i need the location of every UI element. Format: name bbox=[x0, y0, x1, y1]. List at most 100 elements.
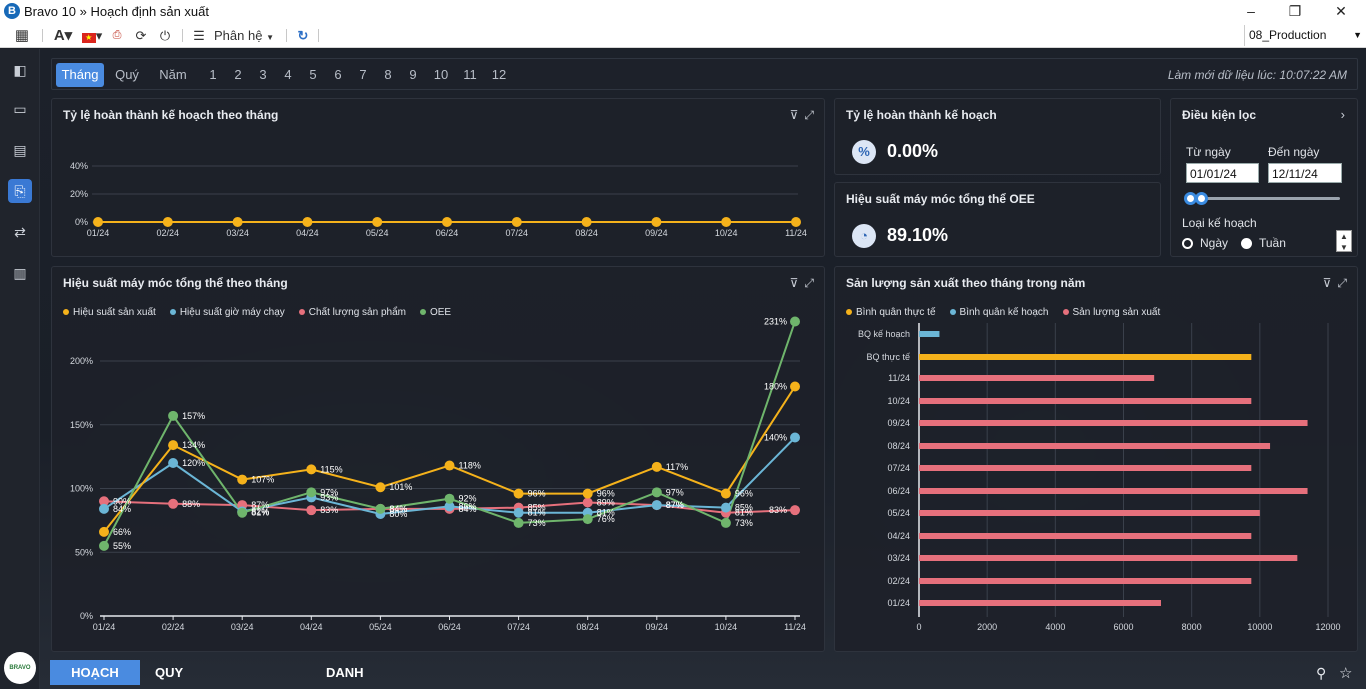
calendar-icon[interactable]: ▤ bbox=[13, 142, 27, 158]
data-point bbox=[513, 507, 524, 518]
data-label: 81% bbox=[735, 508, 753, 518]
legend-item[interactable]: Bình quân kế hoạch bbox=[949, 307, 1049, 318]
month-button-1[interactable]: 1 bbox=[209, 67, 217, 82]
month-button-5[interactable]: 5 bbox=[309, 67, 317, 82]
from-date-input[interactable]: 01/01/24 bbox=[1186, 163, 1259, 183]
kpi-plan-value: 0.00% bbox=[887, 141, 939, 161]
legend-label: Chất lượng sản phẩm bbox=[308, 307, 406, 318]
expand-icon[interactable]: ⤢ bbox=[1337, 276, 1347, 290]
y-tick-label: 02/24 bbox=[887, 576, 910, 586]
window-titlebar: B Bravo 10 » Hoạch định sản xuất – ❐ ✕ bbox=[0, 0, 1366, 23]
legend-item[interactable]: OEE bbox=[419, 307, 452, 318]
date-range-slider-track[interactable] bbox=[1187, 197, 1340, 200]
legend-label: Hiệu suất sản xuất bbox=[73, 307, 156, 318]
x-tick-label: 8000 bbox=[1182, 622, 1202, 632]
factory-icon[interactable]: ▥ bbox=[13, 265, 27, 281]
oee-chart-title: Hiệu suất máy móc tổng thể theo tháng bbox=[63, 276, 288, 290]
x-tick-label: 07/24 bbox=[506, 228, 529, 238]
phan-he-menu[interactable]: Phân hệ ▼ bbox=[214, 26, 274, 45]
x-tick-label: 0 bbox=[916, 622, 921, 632]
radio-week[interactable] bbox=[1241, 238, 1252, 249]
pin-icon[interactable]: ⚲ bbox=[1316, 665, 1327, 681]
month-button-6[interactable]: 6 bbox=[334, 67, 342, 82]
report-settings-icon[interactable]: ⎘ bbox=[8, 179, 32, 203]
month-button-9[interactable]: 9 bbox=[409, 67, 417, 82]
expand-icon[interactable]: ⤢ bbox=[804, 108, 814, 122]
legend-item[interactable]: Hiệu suất giờ máy chạy bbox=[169, 307, 285, 318]
y-tick-label: 20% bbox=[70, 189, 88, 199]
month-button-4[interactable]: 4 bbox=[284, 67, 292, 82]
close-button[interactable]: ✕ bbox=[1335, 3, 1347, 19]
month-button-2[interactable]: 2 bbox=[234, 67, 242, 82]
data-label: 81% bbox=[597, 508, 615, 518]
legend-dot bbox=[298, 309, 305, 315]
tab-month[interactable]: Tháng bbox=[56, 63, 104, 87]
tab-hoach-dinh[interactable]: HOẠCH ĐỊNH bbox=[50, 660, 140, 685]
legend-item[interactable]: Hiệu suất sản xuất bbox=[63, 307, 156, 318]
bar bbox=[919, 555, 1298, 561]
slider-handle-end[interactable] bbox=[1195, 192, 1208, 205]
x-tick-label: 06/24 bbox=[436, 228, 459, 238]
y-tick-label: 100% bbox=[70, 484, 93, 494]
x-tick-label: 09/24 bbox=[646, 622, 669, 632]
month-button-12[interactable]: 12 bbox=[491, 67, 507, 82]
expand-icon[interactable]: ⤢ bbox=[804, 276, 814, 290]
data-label: 87% bbox=[251, 500, 269, 510]
month-button-3[interactable]: 3 bbox=[259, 67, 267, 82]
data-label: 87% bbox=[666, 500, 684, 510]
sync-icon[interactable]: ⇄ bbox=[14, 224, 26, 240]
minimize-button[interactable]: – bbox=[1247, 3, 1255, 19]
legend-item[interactable]: Chất lượng sản phẩm bbox=[298, 307, 406, 318]
database-select[interactable]: 08_Production ▼ bbox=[1244, 25, 1366, 46]
filter-icon[interactable]: ⊽ bbox=[789, 108, 799, 122]
month-button-10[interactable]: 10 bbox=[433, 67, 449, 82]
filter-icon[interactable]: ⊽ bbox=[789, 276, 799, 290]
month-button-8[interactable]: 8 bbox=[384, 67, 392, 82]
filter-icon[interactable]: ⊽ bbox=[1322, 276, 1332, 290]
logout-icon[interactable]: ⟳ bbox=[135, 28, 147, 43]
tab-year[interactable]: Năm bbox=[159, 67, 187, 82]
data-label: 84% bbox=[459, 504, 477, 514]
phan-he-label: Phân hệ bbox=[214, 28, 263, 43]
bar bbox=[919, 354, 1252, 360]
radio-day-label: Ngày bbox=[1200, 236, 1229, 250]
data-point bbox=[99, 496, 109, 507]
tab-quarter[interactable]: Quý bbox=[115, 67, 139, 82]
radio-day[interactable] bbox=[1182, 238, 1193, 249]
x-tick-label: 11/24 bbox=[785, 228, 807, 238]
folder-icon[interactable]: ▭ bbox=[13, 101, 27, 117]
maximize-button[interactable]: ❐ bbox=[1288, 3, 1302, 19]
language-flag-icon[interactable]: ★ ▾ bbox=[80, 26, 104, 45]
month-button-7[interactable]: 7 bbox=[359, 67, 367, 82]
data-point bbox=[168, 410, 179, 421]
power-icon[interactable]: ⏻ bbox=[159, 28, 171, 43]
to-date-input[interactable]: 12/11/24 bbox=[1268, 163, 1342, 183]
x-tick-label: 12000 bbox=[1315, 622, 1340, 632]
month-button-11[interactable]: 11 bbox=[463, 67, 477, 82]
x-tick-label: 4000 bbox=[1045, 622, 1065, 632]
data-point bbox=[162, 217, 173, 227]
data-point bbox=[444, 460, 455, 471]
x-tick-label: 08/24 bbox=[575, 228, 598, 238]
data-point bbox=[232, 217, 243, 227]
pdf-icon[interactable]: ⎙ bbox=[112, 29, 122, 41]
x-tick-label: 03/24 bbox=[226, 228, 249, 238]
legend-item[interactable]: Bình quân thực tế bbox=[846, 307, 936, 318]
tab-danh-sach-bao-cao[interactable]: DANH SÁCH BÁO CÁO bbox=[326, 665, 364, 680]
legend-item[interactable]: Sản lượng sản xuất bbox=[1062, 307, 1160, 318]
data-point bbox=[93, 217, 103, 227]
y-tick-label: BQ kế hoạch bbox=[858, 329, 910, 339]
data-point bbox=[651, 500, 662, 511]
font-icon[interactable]: A▾ bbox=[53, 27, 73, 44]
legend-label: OEE bbox=[429, 307, 452, 318]
star-icon[interactable]: ☆ bbox=[1339, 665, 1353, 682]
chevron-right-icon[interactable]: › bbox=[1340, 107, 1345, 122]
refresh-icon[interactable]: ↻ bbox=[297, 28, 309, 43]
tab-quy-trinh-hoach-dinh[interactable]: QUY TRÌNH HOẠCH ĐỊNH bbox=[155, 665, 183, 680]
bar bbox=[919, 331, 940, 337]
data-point bbox=[375, 482, 386, 493]
menu-icon[interactable]: ☰ bbox=[193, 28, 205, 43]
apps-grid-icon[interactable]: ▦ bbox=[14, 27, 30, 44]
scroll-stepper[interactable]: ▲ ▼ bbox=[1336, 230, 1352, 252]
panel-toggle-icon[interactable]: ◧ bbox=[13, 62, 27, 78]
